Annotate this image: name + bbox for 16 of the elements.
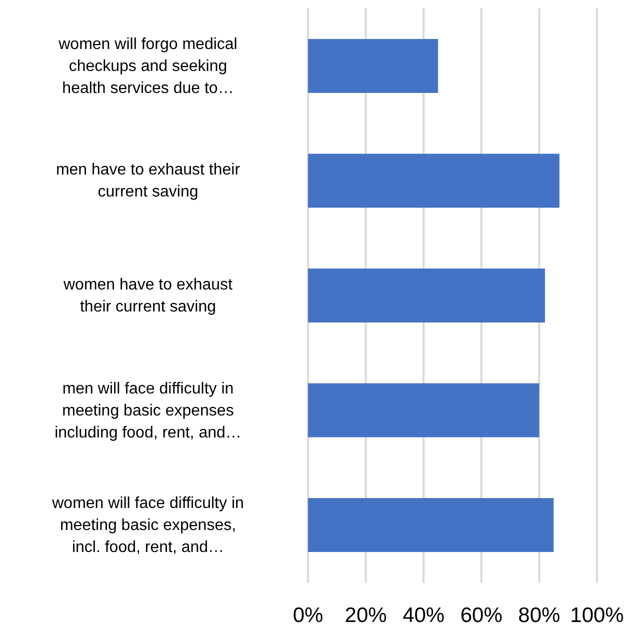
y-tick-label: men have to exhaust their current saving: [56, 162, 241, 201]
x-tick-label: 20%: [344, 604, 387, 627]
bar: [308, 383, 540, 438]
bar: [308, 38, 438, 93]
bar: [308, 154, 560, 208]
bar: [308, 498, 554, 552]
x-tick-label: 100%: [570, 604, 624, 627]
x-tick-label: 60%: [460, 604, 502, 627]
y-tick-label: women will face difficulty in meeting basic expenses, incl. food, rent, and…: [51, 495, 244, 556]
y-tick-label: women have to exhaust their current saving: [62, 276, 234, 316]
bar: [308, 268, 545, 322]
y-tick-label: men will face difficulty in meeting basic expenses including food, rent, and…: [54, 380, 242, 442]
x-tick-label: 80%: [518, 604, 560, 627]
x-tick-label: 40%: [402, 604, 445, 627]
x-tick-label: 0%: [292, 604, 324, 627]
y-tick-label: women will forgo medical checkups and seeking health services due to…: [58, 36, 238, 97]
